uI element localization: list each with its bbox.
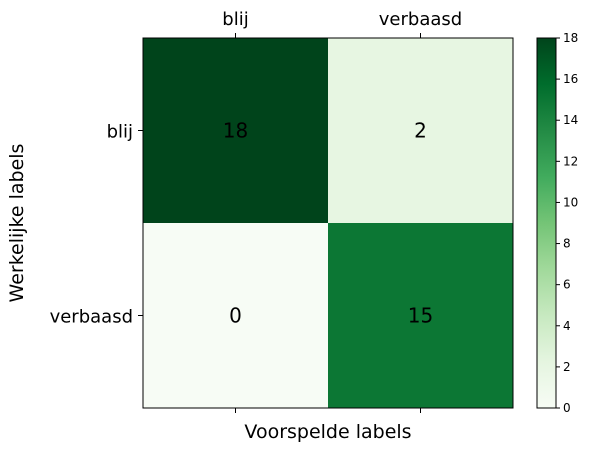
heatmap-cell xyxy=(143,38,328,223)
x-axis-ticks: blij verbaasd xyxy=(222,9,462,413)
colorbar-tick-label: 18 xyxy=(563,31,578,45)
colorbar-tick-label: 10 xyxy=(563,195,578,209)
x-tick-label: verbaasd xyxy=(379,9,462,30)
cell-value-label: 15 xyxy=(408,304,433,328)
heatmap-cells xyxy=(143,38,513,408)
colorbar-tick-label: 8 xyxy=(563,237,571,251)
heatmap-cell xyxy=(328,223,513,408)
colorbar-tick-label: 4 xyxy=(563,319,571,333)
colorbar-tick-label: 14 xyxy=(563,113,578,127)
heatmap-cell xyxy=(328,38,513,223)
colorbar-tick-label: 6 xyxy=(563,278,571,292)
y-axis-ticks: blij verbaasd xyxy=(50,122,143,328)
colorbar xyxy=(536,37,557,409)
x-tick-label: blij xyxy=(222,9,248,30)
y-tick-label: blij xyxy=(107,122,133,143)
colorbar-tick-label: 2 xyxy=(563,360,571,374)
colorbar-tick-label: 16 xyxy=(563,72,578,86)
colorbar-tick-label: 12 xyxy=(563,154,578,168)
cell-value-label: 2 xyxy=(414,119,427,143)
colorbar-ticks: 0 2 4 6 8 10 12 14 16 18 xyxy=(556,31,578,415)
y-axis-label: Werkelijke labels xyxy=(6,144,28,303)
colorbar-tick-label: 0 xyxy=(563,401,571,415)
cell-value-labels: 18 2 0 15 xyxy=(223,119,433,328)
x-axis-label: Voorspelde labels xyxy=(244,421,411,443)
cell-value-label: 18 xyxy=(223,119,248,143)
heatmap-cell xyxy=(143,223,328,408)
plot-frame xyxy=(142,37,514,409)
cell-value-label: 0 xyxy=(229,304,242,328)
y-tick-label: verbaasd xyxy=(50,307,133,328)
